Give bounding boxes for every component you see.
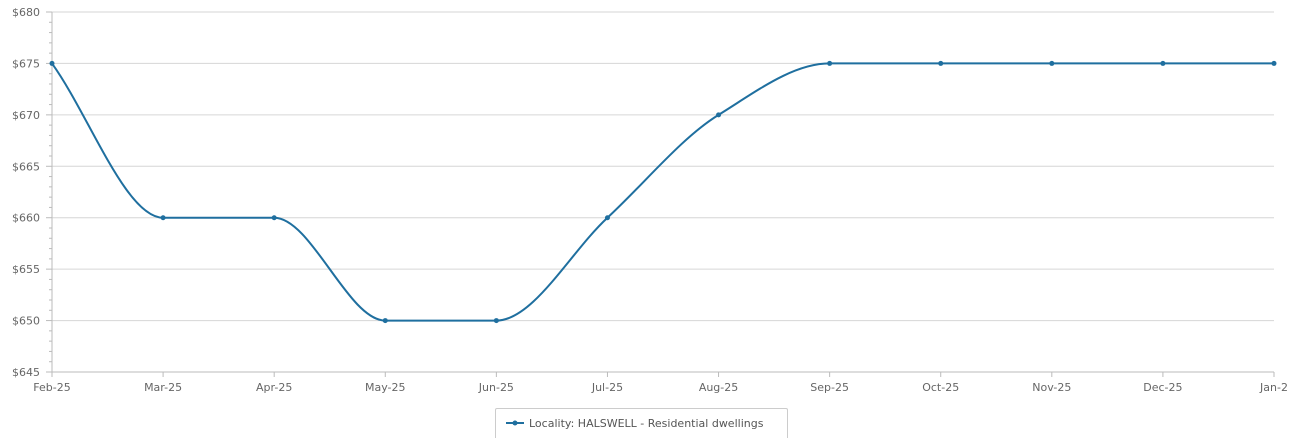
x-tick-label: Mar-25 [144,381,182,394]
data-point[interactable] [160,215,166,221]
y-tick-label: $670 [12,109,40,122]
y-tick-label: $665 [12,160,40,173]
data-point[interactable] [49,60,55,66]
x-tick-label: Jan-2 [1259,381,1288,394]
y-tick-label: $645 [12,366,40,379]
y-tick-label: $680 [12,6,40,19]
data-point[interactable] [827,60,833,66]
x-tick-label: May-25 [365,381,406,394]
x-tick-label: Apr-25 [256,381,292,394]
y-tick-label: $675 [12,57,40,70]
y-tick-labels: $645 $650 $655 $660 $665 $670 $675 $680 [12,6,40,379]
legend-series-swatch [506,420,524,426]
x-tick-label: Jul-25 [591,381,623,394]
series [49,60,1277,324]
data-point[interactable] [493,318,499,324]
data-point[interactable] [1271,60,1277,66]
y-tick-label: $660 [12,212,40,225]
x-tick-label: Oct-25 [922,381,959,394]
data-point[interactable] [271,215,277,221]
data-point[interactable] [604,215,610,221]
data-point[interactable] [938,60,944,66]
x-tick-labels: Feb-25 Mar-25 Apr-25 May-25 Jun-25 Jul-25 Aug-… [33,381,1288,394]
data-point[interactable] [1049,60,1055,66]
axes [46,11,1275,377]
grid-lines [52,11,1274,373]
data-point[interactable] [1160,60,1166,66]
x-tick-label: Aug-25 [699,381,738,394]
y-tick-label: $650 [12,315,40,328]
x-tick-label: Jun-25 [478,381,514,394]
x-tick-label: Feb-25 [33,381,70,394]
series-line [51,62,1274,322]
data-point[interactable] [716,112,722,118]
x-tick-label: Dec-25 [1143,381,1182,394]
x-tick-label: Nov-25 [1032,381,1071,394]
legend[interactable]: Locality: HALSWELL - Residential dwellin… [495,408,788,438]
x-tick-label: Sep-25 [810,381,849,394]
y-tick-label: $655 [12,263,40,276]
legend-series-label: Locality: HALSWELL - Residential dwellin… [529,417,764,430]
data-point[interactable] [382,318,388,324]
